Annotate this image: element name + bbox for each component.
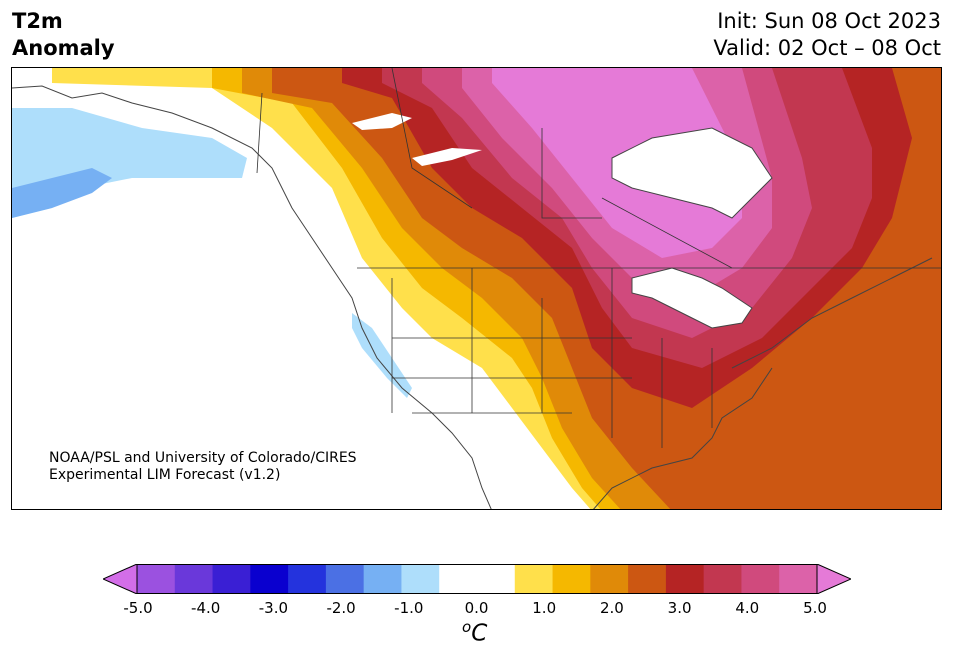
colorbar-cell [363, 564, 402, 594]
credit-line-1: NOAA/PSL and University of Colorado/CIRE… [49, 450, 357, 466]
colorbar-tick-label: 3.0 [667, 599, 692, 617]
colorbar-unit: oC [462, 618, 487, 647]
colorbar-cell [401, 564, 440, 594]
colorbar-tick-label: -2.0 [326, 599, 356, 617]
colorbar-tick-label: 2.0 [599, 599, 624, 617]
colorbar-outline [136, 564, 818, 594]
colorbar-tick-label: -5.0 [123, 599, 153, 617]
hudson-bay [612, 128, 772, 218]
anomaly-map [11, 67, 942, 510]
map-svg [12, 68, 941, 509]
colorbar-tick-labels: -5.0 -4.0 -3.0 -2.0 -1.0 0.0 1.0 2.0 3.0 4.0 5.0 [0, 599, 953, 619]
great-bear-lake [352, 113, 412, 130]
colorbar-cell [439, 564, 478, 594]
coastlines [12, 85, 933, 509]
colorbar-tick-label: 5.0 [803, 599, 827, 617]
product-label: Anomaly [12, 36, 115, 60]
colorbar-tick-label: 4.0 [735, 599, 760, 617]
colorbar-cell [325, 564, 365, 594]
colorbar-tick-label: 0.0 [464, 599, 489, 617]
colorbar-cell [628, 564, 667, 594]
colorbar-tick-label: -3.0 [258, 599, 289, 617]
colorbar-cells [103, 564, 851, 594]
colorbar-cell [741, 564, 780, 594]
map-title: T2m Anomaly [12, 8, 115, 62]
colorbar-min-extension [103, 564, 138, 594]
colorbar-cell [514, 564, 554, 594]
colorbar-cell [174, 564, 214, 594]
unit-superscript: o [462, 618, 472, 636]
init-date: Init: Sun 08 Oct 2023 [717, 9, 941, 33]
colorbar-cell [477, 564, 516, 594]
colorbar-cell [665, 564, 705, 594]
colorbar-cell [779, 564, 818, 594]
colorbar-cell [212, 564, 251, 594]
credit-text: NOAA/PSL and University of Colorado/CIRE… [49, 450, 357, 484]
credit-line-2: Experimental LIM Forecast (v1.2) [49, 467, 281, 483]
valid-range: Valid: 02 Oct – 08 Oct [713, 36, 941, 60]
colorbar-tick-label: -4.0 [191, 599, 221, 617]
colorbar-max-extension [816, 564, 851, 594]
colorbar-cell [250, 564, 289, 594]
great-slave-lake [412, 148, 482, 166]
colorbar-cell [288, 564, 327, 594]
colorbar [103, 564, 851, 594]
colorbar-cell [703, 564, 742, 594]
forecast-dates: Init: Sun 08 Oct 2023 Valid: 02 Oct – 08… [713, 8, 941, 62]
colorbar-cell [137, 564, 176, 594]
great-lakes [632, 268, 752, 328]
california-cool-anomaly [352, 313, 412, 398]
colorbar-tick-label: 1.0 [532, 599, 557, 617]
alaska-cooler-anomaly [12, 168, 112, 218]
political-borders [256, 68, 941, 448]
unit-letter: C [471, 620, 488, 647]
colorbar-cell [590, 564, 629, 594]
colorbar-cell [552, 564, 591, 594]
variable-label: T2m [12, 9, 63, 33]
colorbar-tick-label: -1.0 [394, 599, 424, 617]
